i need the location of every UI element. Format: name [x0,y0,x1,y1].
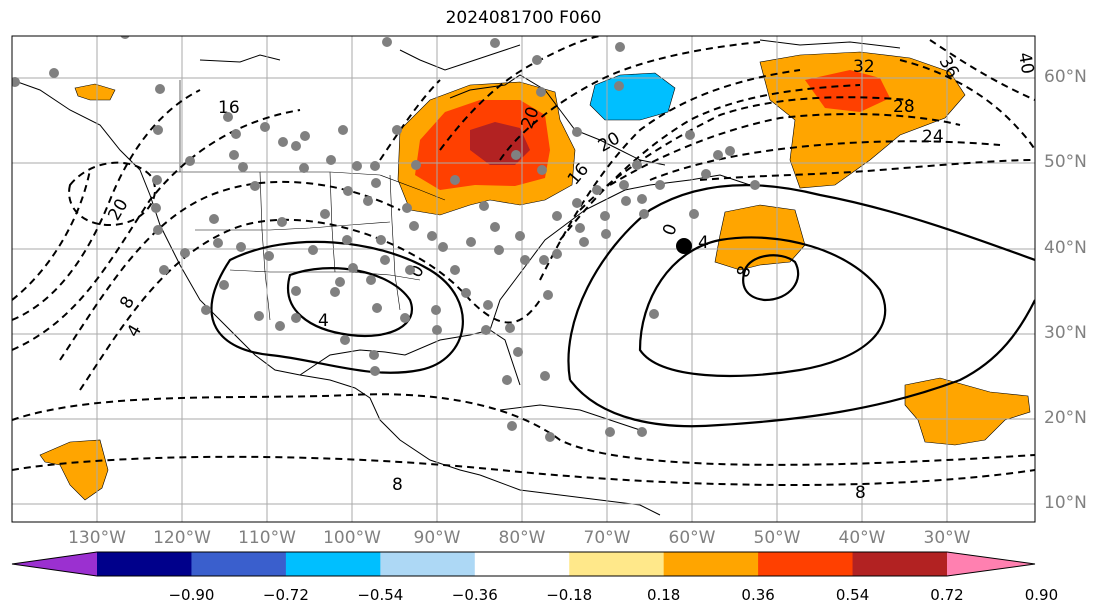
lon-label: 60°W [668,528,716,548]
colorbar-tick-label: −0.36 [451,586,498,604]
coastlines [12,39,901,516]
lon-label: 130°W [68,528,126,548]
colorbar-extend-low [12,552,97,576]
station-markers [12,36,760,442]
colorbar-tick-label: −0.18 [546,586,593,604]
graticule [12,36,1035,522]
colorbar-tick-label: 0.18 [646,586,681,604]
colorbar-cell [474,552,570,576]
lon-label: 30°W [923,528,971,548]
contour-label: 4 [318,311,329,331]
colorbar-cell [285,552,381,576]
colorbar-tick-label: −0.54 [357,586,404,604]
colorbar-outline [11,551,1036,577]
contour-label: 8 [392,475,403,495]
colorbar-tick-label: 0.90 [1024,586,1059,604]
colorbar-tick-label: −0.90 [168,586,215,604]
lon-label: 40°W [838,528,886,548]
lat-label: 50°N [1044,152,1087,172]
lat-label: 10°N [1044,493,1087,513]
contour-label: 32 [853,57,875,77]
colorbar-extend-high [947,552,1035,576]
contour-label: 8 [855,483,866,503]
colorbar [11,551,1036,577]
colorbar-tick-label: 0.54 [835,586,870,604]
lat-label: 40°N [1044,238,1087,258]
map-plot: 16 20 16 20 32 28 24 36 40 20 8 4 0 4 0 … [11,35,1037,523]
colorbar-tick-label: 0.36 [741,586,775,604]
lat-label: 20°N [1044,408,1087,428]
lat-label: 30°N [1044,323,1087,343]
lon-label: 120°W [153,528,211,548]
colorbar-cell [380,552,476,576]
colorbar-tick-label: −0.72 [262,586,309,604]
colorbar-cell [569,552,665,576]
lon-label: 90°W [413,528,461,548]
lon-label: 80°W [498,528,546,548]
map-title: 2024081700 F060 [445,8,602,28]
colorbar-cell [191,552,287,576]
contour-label: 4 [698,233,709,253]
lon-label: 50°W [753,528,801,548]
colorbar-cell [97,552,192,576]
contour-label: 40 [1014,51,1037,76]
colorbar-cell [663,552,759,576]
highlight-station-marker [676,238,692,254]
colorbar-cell [852,552,948,576]
lon-label: 70°W [583,528,631,548]
lon-label: 100°W [323,528,381,548]
contour-label: 24 [922,127,944,147]
lon-label: 110°W [238,528,296,548]
lat-label: 60°N [1044,67,1087,87]
map-frame [11,35,1036,523]
colorbar-cell [758,552,854,576]
positive-contours [210,184,1035,428]
contour-label: 28 [893,97,915,117]
contour-label: 16 [218,98,240,118]
negative-contours [12,36,1035,486]
colorbar-tick-label: 0.72 [930,586,964,604]
